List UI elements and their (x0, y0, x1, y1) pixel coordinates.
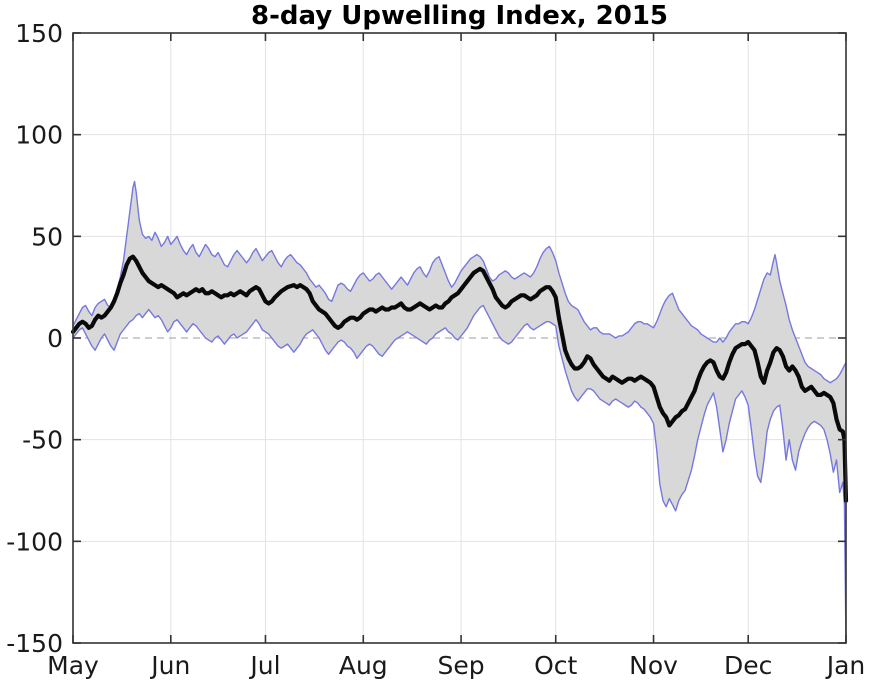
y-tick-label: 0 (47, 324, 63, 353)
x-tick-label: Jun (149, 651, 190, 680)
x-tick-label: Oct (534, 651, 577, 680)
uncertainty-band (73, 181, 846, 643)
x-tick-label: Jul (248, 651, 280, 680)
y-tick-label: -100 (6, 527, 63, 556)
y-tick-label: 100 (15, 121, 63, 150)
y-tick-label: -150 (6, 629, 63, 658)
chart-title: 8-day Upwelling Index, 2015 (250, 1, 668, 31)
mean-line (70, 254, 849, 503)
x-tick-label: Dec (724, 651, 772, 680)
x-tick-label: Aug (339, 651, 388, 680)
x-tick-label: May (47, 651, 99, 680)
x-tick-label: Nov (629, 651, 678, 680)
band-upper-line (72, 180, 847, 384)
y-tick-label: 150 (15, 19, 63, 48)
y-tick-label: -50 (22, 426, 63, 455)
x-tick-label: Jan (825, 651, 866, 680)
x-tick-label: Sep (438, 651, 485, 680)
band-lower-line (72, 304, 847, 644)
y-tick-label: 50 (31, 222, 63, 251)
